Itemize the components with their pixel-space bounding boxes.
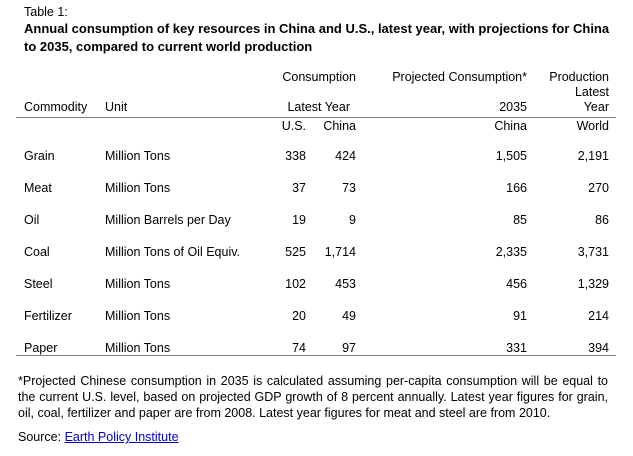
cell-china: 453	[335, 277, 356, 291]
source-line: Source: Earth Policy Institute	[18, 430, 179, 444]
header-rule	[16, 117, 616, 118]
cell-china-2035: 456	[506, 277, 527, 291]
cell-world: 1,329	[577, 277, 609, 291]
cell-world: 270	[588, 181, 609, 195]
cell-china: 9	[349, 213, 356, 227]
cell-china: 424	[335, 149, 356, 163]
table-label: Table 1:	[24, 5, 68, 19]
cell-china: 49	[342, 309, 356, 323]
header-latest-year: Latest Year	[287, 100, 350, 114]
cell-china: 1,714	[324, 245, 356, 259]
bottom-rule	[16, 355, 616, 356]
cell-us: 20	[292, 309, 306, 323]
cell-us: 37	[292, 181, 306, 195]
cell-china-2035: 2,335	[495, 245, 527, 259]
table-title: Annual consumption of key resources in C…	[24, 21, 610, 54]
header-unit: Unit	[105, 100, 128, 114]
cell-us: 102	[285, 277, 306, 291]
cell-unit: Million Tons	[105, 309, 171, 323]
header-production-latest: Latest	[574, 85, 609, 99]
cell-china: 73	[342, 181, 356, 195]
header-consumption: Consumption	[282, 70, 356, 84]
header-china: China	[323, 119, 356, 133]
cell-world: 86	[595, 213, 609, 227]
cell-us: 525	[285, 245, 306, 259]
cell-world: 214	[588, 309, 609, 323]
cell-world: 3,731	[577, 245, 609, 259]
cell-world: 394	[588, 341, 609, 355]
cell-china-2035: 85	[513, 213, 527, 227]
header-projected-china: China	[494, 119, 527, 133]
cell-commodity: Oil	[24, 213, 40, 227]
header-production-year: Year	[583, 100, 609, 114]
cell-unit: Million Tons	[105, 149, 171, 163]
footnote: *Projected Chinese consumption in 2035 i…	[18, 374, 608, 420]
header-projected: Projected Consumption*	[392, 70, 527, 84]
cell-us: 19	[292, 213, 306, 227]
cell-commodity: Paper	[24, 341, 58, 355]
cell-us: 338	[285, 149, 306, 163]
cell-commodity: Coal	[24, 245, 50, 259]
cell-unit: Million Tons of Oil Equiv.	[105, 245, 241, 259]
cell-commodity: Steel	[24, 277, 53, 291]
cell-china-2035: 331	[506, 341, 527, 355]
cell-commodity: Meat	[24, 181, 52, 195]
cell-world: 2,191	[577, 149, 609, 163]
header-2035: 2035	[499, 100, 527, 114]
cell-unit: Million Tons	[105, 341, 171, 355]
cell-us: 74	[292, 341, 306, 355]
header-us: U.S.	[281, 119, 306, 133]
cell-commodity: Grain	[24, 149, 55, 163]
source-label: Source:	[18, 430, 62, 444]
source-link[interactable]: Earth Policy Institute	[64, 430, 179, 444]
header-production: Production	[549, 70, 609, 84]
cell-commodity: Fertilizer	[24, 309, 72, 323]
header-commodity: Commodity	[24, 100, 88, 114]
cell-unit: Million Barrels per Day	[105, 213, 231, 227]
cell-unit: Million Tons	[105, 181, 171, 195]
cell-china-2035: 91	[513, 309, 527, 323]
cell-china: 97	[342, 341, 356, 355]
cell-china-2035: 1,505	[495, 149, 527, 163]
cell-unit: Million Tons	[105, 277, 171, 291]
cell-china-2035: 166	[506, 181, 527, 195]
header-world: World	[576, 119, 609, 133]
